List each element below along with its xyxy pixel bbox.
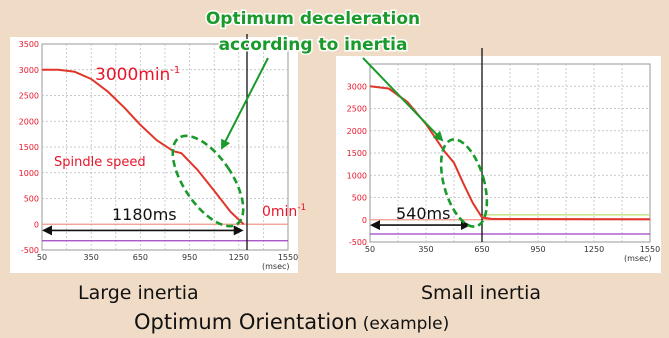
y-tick-label: 2500 (19, 92, 39, 101)
x-tick-labels: 50 350 650 950 1250 1550 (37, 253, 298, 262)
x-tick-label: 350 (84, 253, 99, 262)
y-tick-label: 2000 (19, 117, 39, 126)
callout: Optimum deceleration according to inerti… (204, 8, 444, 150)
y-tick-label: -500 (349, 238, 367, 247)
y-tick-labels: 3500 3000 2500 2000 1500 1000 500 0 -500 (19, 40, 39, 255)
x-tick-label: 650 (133, 253, 148, 262)
x-tick-label: 950 (530, 245, 545, 254)
highlight-ellipse (439, 138, 489, 228)
x-tick-label: 1550 (278, 253, 298, 262)
y-tick-label: 1500 (347, 149, 367, 158)
duration-label: 540ms (396, 204, 450, 223)
y-tick-label: 2000 (347, 127, 367, 136)
top-speed-label: 3000min-1 (95, 65, 180, 85)
x-tick-label: 650 (474, 245, 489, 254)
callout-arrow-right (362, 57, 444, 142)
reference-lines (42, 34, 288, 250)
x-tick-label: 950 (182, 253, 197, 262)
y-tick-label: 3500 (19, 40, 39, 49)
y-tick-label: 1500 (19, 143, 39, 152)
y-tick-label: 0 (362, 216, 367, 225)
callout-line-1: Optimum deceleration (206, 9, 420, 29)
y-tick-label: 3000 (347, 82, 367, 91)
x-tick-label: 1250 (584, 245, 604, 254)
highlight-ellipse (171, 134, 245, 228)
y-tick-label: 0 (34, 220, 39, 229)
x-tick-label: 50 (365, 245, 375, 254)
x-axis-unit: (msec) (624, 254, 652, 263)
chart-large-inertia: 3500 3000 2500 2000 1500 1000 500 0 -500 50 350 65… (10, 34, 306, 273)
caption-main-suffix: (example) (357, 314, 450, 334)
series-group (42, 68, 245, 226)
x-tick-label: 50 (37, 253, 47, 262)
end-speed-label: 0min-1 (262, 203, 306, 220)
series-label: Spindle speed (54, 155, 146, 170)
y-tick-label: 2500 (347, 105, 367, 114)
y-tick-label: 500 (24, 195, 39, 204)
x-tick-label: 1550 (640, 245, 660, 254)
y-tick-labels: 3000 2500 2000 1500 1000 500 0 -500 (347, 82, 367, 247)
y-tick-label: 3000 (19, 66, 39, 75)
x-axis-unit: (msec) (262, 262, 290, 271)
caption-small-inertia: Small inertia (421, 282, 542, 304)
callout-arrow-left (221, 57, 269, 150)
y-tick-label: 1000 (347, 171, 367, 180)
chart-small-inertia: 3000 2500 2000 1500 1000 500 0 -500 50 350 650 950… (336, 48, 661, 273)
caption-large-inertia: Large inertia (78, 282, 199, 304)
speed-series-line (42, 68, 245, 226)
caption-main: Optimum Orientation (example) (134, 310, 449, 334)
x-tick-label: 350 (418, 245, 433, 254)
y-tick-label: 500 (352, 194, 367, 203)
x-tick-labels: 50 350 650 950 1250 1550 (365, 245, 660, 254)
y-tick-label: -500 (21, 246, 39, 255)
x-tick-label: 1250 (229, 253, 249, 262)
callout-line-2: according to inertia (219, 35, 408, 55)
caption-main-title: Optimum Orientation (134, 310, 358, 334)
duration-label: 1180ms (112, 205, 177, 224)
y-tick-label: 1000 (19, 169, 39, 178)
